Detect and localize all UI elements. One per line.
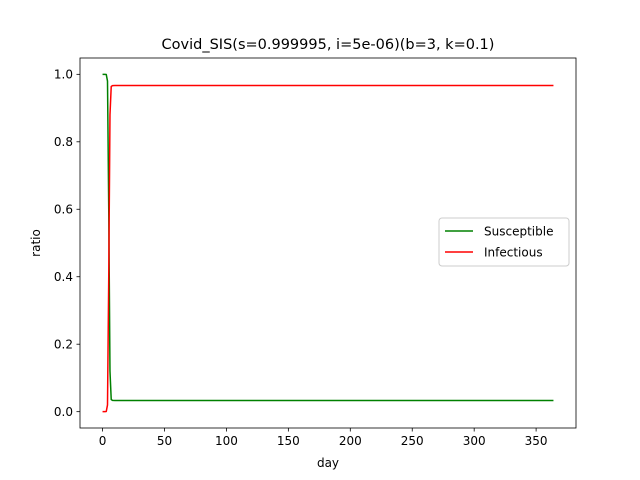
- x-tick-label: 50: [157, 434, 172, 448]
- x-tick-label: 300: [463, 434, 486, 448]
- y-tick-label: 0.0: [54, 405, 73, 419]
- x-tick-label: 350: [525, 434, 548, 448]
- series-line-susceptible: [102, 73, 554, 402]
- y-axis-ticks: 0.0 0.2 0.4 0.6 0.8 1.0: [54, 68, 80, 419]
- y-tick-label: 0.4: [54, 270, 73, 284]
- legend-box: [438, 217, 570, 267]
- legend-label-susceptible: Susceptible: [484, 224, 553, 238]
- x-axis-label: day: [317, 456, 339, 470]
- x-tick-label: 250: [401, 434, 424, 448]
- x-tick-label: 0: [99, 434, 107, 448]
- chart-title: Covid_SIS(s=0.999995, i=5e-06)(b=3, k=0.…: [162, 37, 495, 53]
- legend: Susceptible Infectious: [438, 217, 570, 267]
- x-axis-ticks: 0 50 100 150 200 250 300 350: [99, 428, 548, 448]
- y-tick-label: 0.2: [54, 338, 73, 352]
- y-tick-label: 0.8: [54, 135, 73, 149]
- legend-label-infectious: Infectious: [484, 245, 543, 259]
- axes-frame: [79, 57, 577, 429]
- x-tick-label: 100: [215, 434, 238, 448]
- series-layer: [102, 73, 554, 413]
- y-axis-label: ratio: [29, 229, 43, 257]
- x-tick-label: 200: [339, 434, 362, 448]
- y-tick-label: 1.0: [54, 68, 73, 82]
- series-line-infectious: [102, 84, 554, 413]
- y-tick-label: 0.6: [54, 203, 73, 217]
- x-tick-label: 150: [277, 434, 300, 448]
